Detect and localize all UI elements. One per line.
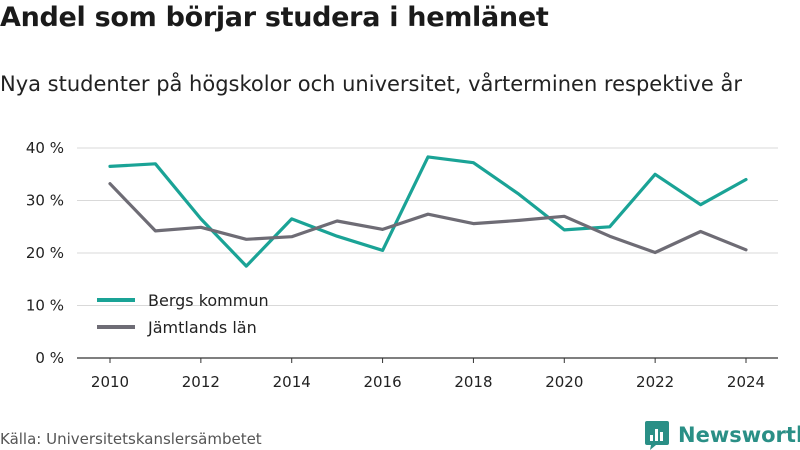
x-tick-label: 2020 xyxy=(545,373,583,391)
y-axis-ticks: 0 % 10 % 20 % 30 % 40 % xyxy=(26,139,64,367)
brand-name: Newsworthy xyxy=(678,423,800,447)
bar-chart-bubble-icon xyxy=(645,421,669,450)
x-tick-label: 2024 xyxy=(727,373,765,391)
chart-subtitle: Nya studenter på högskolor och universit… xyxy=(0,72,742,96)
y-tick-label: 30 % xyxy=(26,192,64,210)
legend: Bergs kommun Jämtlands län xyxy=(97,291,269,337)
series-lines xyxy=(108,155,748,268)
grid-lines xyxy=(77,147,778,359)
x-tick-label: 2012 xyxy=(182,373,220,391)
y-tick-label: 40 % xyxy=(26,139,64,157)
x-axis-ticks: 2010 2012 2014 2016 2018 2020 2022 2024 xyxy=(91,358,765,391)
x-tick-label: 2014 xyxy=(273,373,311,391)
x-tick-label: 2016 xyxy=(363,373,401,391)
chart-title: Andel som börjar studera i hemlänet xyxy=(0,2,549,33)
series-line-1 xyxy=(108,182,748,255)
legend-label: Jämtlands län xyxy=(147,318,257,337)
line-chart: 0 % 10 % 20 % 30 % 40 % 2010 2012 2014 2016 2018… xyxy=(26,139,778,391)
y-tick-label: 20 % xyxy=(26,244,64,262)
x-tick-label: 2022 xyxy=(636,373,674,391)
brand-logo: Newsworthy xyxy=(644,420,800,450)
y-tick-label: 0 % xyxy=(35,349,64,367)
x-tick-label: 2010 xyxy=(91,373,129,391)
y-tick-label: 10 % xyxy=(26,297,64,315)
legend-label: Bergs kommun xyxy=(148,291,269,310)
x-tick-label: 2018 xyxy=(454,373,492,391)
source-note: Källa: Universitetskanslersämbetet xyxy=(0,430,262,448)
series-line-0 xyxy=(108,155,748,268)
